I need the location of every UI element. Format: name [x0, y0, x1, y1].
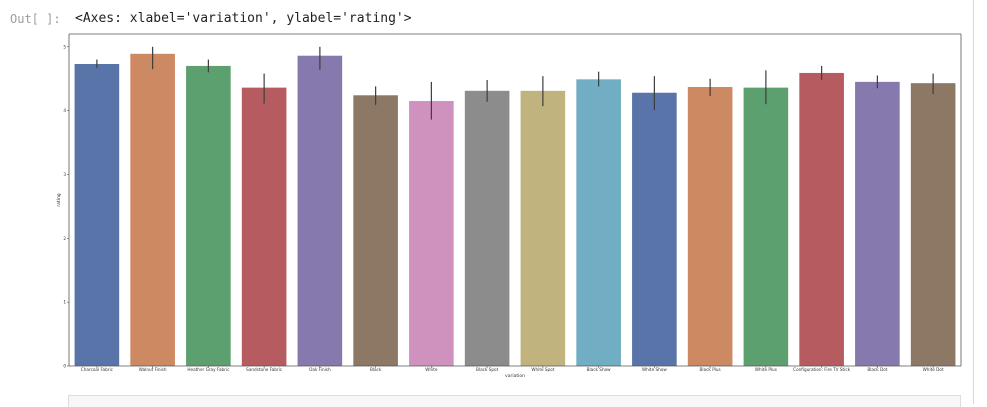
- x-tick-label: White Spot: [531, 367, 554, 372]
- y-axis-label: rating: [56, 193, 62, 206]
- bar: [409, 101, 454, 366]
- error-bars-group: [96, 46, 934, 120]
- x-tick-label: Sandstone Fabric: [246, 367, 283, 372]
- bar: [687, 86, 733, 367]
- bar: [241, 87, 287, 366]
- output-repr-text: <Axes: xlabel='variation', ylabel='ratin…: [75, 11, 412, 26]
- y-tick-label: 0: [63, 364, 66, 369]
- y-tick-label: 2: [63, 236, 66, 241]
- x-tick-label: Black Dot: [867, 367, 887, 372]
- y-tick-label: 1: [63, 300, 66, 305]
- x-tick-label: Walnut Finish: [139, 367, 167, 372]
- bar: [799, 72, 844, 366]
- bar: [910, 83, 956, 366]
- x-tick-label: White Plus: [755, 367, 777, 372]
- bars-group: [74, 53, 956, 367]
- bar: [297, 55, 343, 367]
- next-notebook-cell[interactable]: [68, 395, 961, 407]
- bar: [576, 79, 621, 366]
- bar: [130, 53, 175, 366]
- y-ticks-group: 0 1 2 3 4 5: [63, 44, 69, 369]
- x-tick-label: Charcoal Fabric: [81, 367, 114, 372]
- bar: [855, 81, 900, 366]
- bar: [520, 90, 566, 366]
- x-tick-label: Black Show: [587, 367, 612, 372]
- x-tick-label: Configuration: Fire TV Stick: [793, 367, 850, 372]
- notebook-scroll-edge: [973, 0, 974, 404]
- bar: [464, 90, 510, 366]
- x-tick-label: White: [425, 367, 438, 372]
- output-prompt: Out[ ]:: [10, 12, 61, 26]
- x-tick-label: Black Spot: [476, 367, 499, 372]
- bar: [743, 87, 789, 366]
- x-tick-label: White Show: [642, 367, 667, 372]
- x-tick-label: Heather Gray Fabric: [187, 367, 230, 372]
- y-tick-label: 5: [63, 44, 66, 49]
- bar: [632, 92, 677, 367]
- x-tick-label: White Dot: [923, 367, 944, 372]
- x-axis-label: variation: [505, 373, 525, 379]
- x-ticks-group: Charcoal Fabric Walnut Finish Heather Gray…: [81, 366, 944, 372]
- y-tick-label: 3: [63, 172, 66, 177]
- x-tick-label: Oak Finish: [309, 367, 331, 372]
- x-tick-label: Black Plus: [700, 367, 721, 372]
- bar: [74, 64, 120, 366]
- bar: [353, 95, 398, 366]
- x-tick-label: Black: [370, 367, 382, 372]
- bar: [186, 65, 231, 367]
- y-tick-label: 4: [63, 108, 66, 113]
